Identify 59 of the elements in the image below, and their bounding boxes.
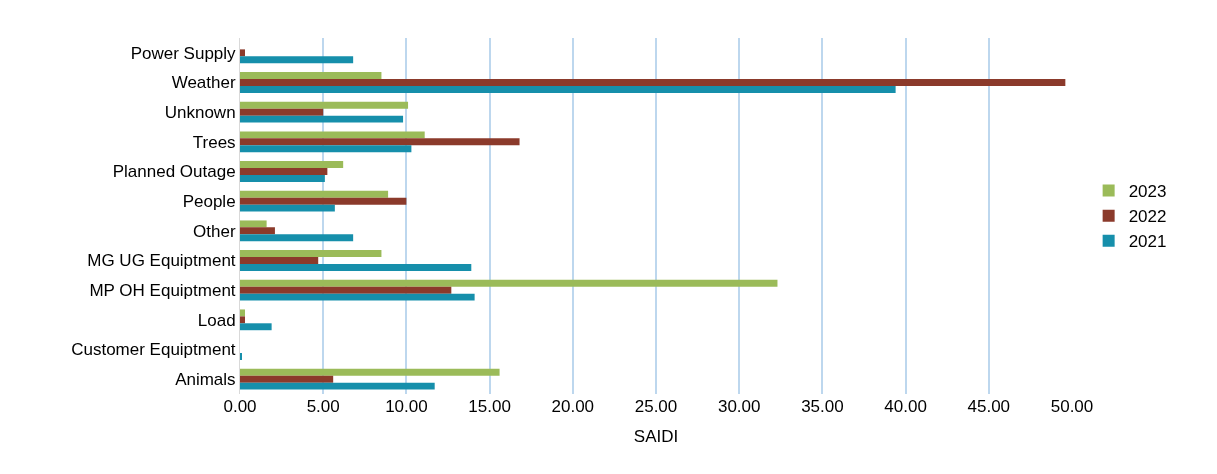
legend-label: 2022 (1128, 207, 1167, 227)
x-tick-label: 0.00 (223, 397, 257, 416)
bar (240, 115, 404, 123)
y-tick-label: MG UG Equiptment (87, 251, 236, 271)
bar (240, 197, 407, 205)
y-tick-label: Other (193, 221, 236, 241)
x-tick-label: 50.00 (1050, 397, 1094, 416)
x-tick-label: 25.00 (634, 397, 678, 416)
legend-label: 2023 (1128, 182, 1167, 202)
bar (240, 316, 245, 324)
bar (240, 375, 334, 383)
bar (240, 145, 412, 153)
bar (240, 101, 409, 109)
bar (240, 168, 328, 175)
y-tick-label: MP OH Equiptment (89, 281, 236, 301)
bar (240, 382, 435, 390)
bar (240, 79, 1066, 86)
bar (240, 323, 272, 331)
y-tick-label: Planned Outage (112, 162, 236, 182)
y-tick-label: Animals (175, 370, 236, 390)
x-tick-label: 30.00 (717, 397, 761, 416)
bar (240, 56, 354, 64)
bar (240, 257, 319, 264)
bar (240, 49, 245, 57)
bar (240, 72, 382, 80)
y-tick-label: Trees (192, 132, 236, 152)
x-tick-label: 20.00 (551, 397, 595, 416)
bar (240, 161, 344, 169)
y-tick-label: Load (197, 310, 236, 330)
bar (240, 220, 267, 228)
x-axis-title: SAIDI (633, 427, 679, 447)
bar (240, 108, 324, 116)
bar (240, 250, 382, 258)
bar (240, 293, 475, 301)
bar (240, 138, 520, 146)
bar (240, 227, 275, 235)
y-tick-label: Customer Equiptment (71, 340, 236, 360)
x-tick-label: 10.00 (385, 397, 428, 416)
y-tick-label: Unknown (164, 103, 236, 123)
x-tick-label: 40.00 (884, 397, 927, 416)
bar (240, 204, 335, 212)
x-tick-label: 45.00 (967, 397, 1011, 416)
legend-label: 2021 (1128, 232, 1167, 252)
x-tick-label: 15.00 (468, 397, 511, 416)
x-tick-label: 35.00 (801, 397, 844, 416)
x-tick-label: 5.00 (306, 397, 340, 416)
bar (240, 263, 472, 271)
bar (240, 85, 896, 93)
bar (240, 131, 425, 139)
bar (240, 286, 452, 294)
bar (240, 234, 354, 242)
bar (240, 174, 325, 182)
bar (240, 309, 245, 317)
bar (240, 190, 389, 198)
bar (240, 279, 778, 287)
bar (240, 368, 500, 376)
y-tick-label: People (182, 192, 236, 212)
y-tick-label: Weather (171, 73, 236, 93)
y-tick-label: Power Supply (130, 43, 237, 63)
